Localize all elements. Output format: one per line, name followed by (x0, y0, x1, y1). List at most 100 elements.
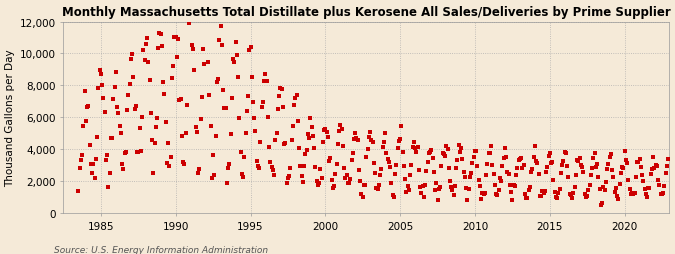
Point (639, 187, 650, 192)
Point (258, 101, 269, 105)
Point (283, 176, 294, 180)
Point (291, 94, 302, 98)
Point (542, 166, 553, 170)
Point (433, 187, 444, 191)
Point (311, 180, 322, 184)
Point (485, 151, 495, 155)
Point (421, 170, 432, 174)
Point (364, 135, 375, 139)
Point (377, 145, 388, 149)
Point (380, 131, 391, 135)
Point (164, 165, 175, 169)
Point (180, 131, 191, 135)
Point (242, 94, 253, 98)
Point (340, 177, 351, 181)
Point (88, 162, 99, 166)
Point (491, 192, 502, 196)
Point (295, 164, 306, 168)
Point (89, 176, 100, 180)
Point (76, 158, 86, 162)
Point (454, 151, 465, 155)
Point (482, 162, 493, 166)
Point (528, 155, 539, 159)
Point (589, 151, 600, 155)
Point (90, 158, 101, 162)
Point (659, 184, 670, 188)
Point (370, 171, 381, 175)
Point (285, 167, 296, 171)
Point (657, 192, 668, 196)
Point (405, 174, 416, 178)
Point (327, 186, 338, 190)
Point (432, 198, 443, 202)
Point (341, 173, 352, 177)
Point (373, 187, 383, 191)
Title: Monthly Massachusetts Total Distillate plus Kerosene All Sales/Deliveries by Pri: Monthly Massachusetts Total Distillate p… (62, 6, 671, 19)
Point (511, 173, 522, 178)
Point (467, 161, 478, 165)
Point (513, 159, 524, 163)
Point (457, 157, 468, 161)
Point (622, 162, 632, 166)
Point (429, 171, 439, 175)
Point (379, 140, 389, 144)
Point (531, 160, 541, 164)
Point (300, 152, 310, 156)
Point (123, 93, 134, 97)
Point (609, 190, 620, 194)
Point (289, 104, 300, 108)
Point (159, 92, 170, 96)
Point (438, 152, 449, 156)
Point (463, 187, 474, 191)
Point (481, 173, 491, 178)
Point (361, 155, 372, 159)
Point (612, 195, 622, 199)
Point (662, 164, 672, 168)
Point (624, 187, 635, 192)
Point (356, 193, 367, 197)
Point (98, 96, 109, 100)
Point (143, 60, 154, 64)
Point (355, 179, 366, 183)
Point (326, 178, 337, 182)
Point (321, 131, 332, 135)
Point (617, 166, 628, 170)
Point (271, 131, 282, 135)
Point (653, 178, 664, 182)
Point (651, 164, 662, 168)
Point (473, 178, 484, 182)
Point (560, 150, 570, 154)
Point (274, 95, 285, 99)
Point (167, 77, 178, 81)
Point (248, 101, 259, 105)
Point (221, 181, 232, 185)
Point (591, 165, 601, 169)
Point (102, 153, 113, 157)
Point (585, 183, 595, 187)
Point (493, 188, 504, 192)
Point (127, 53, 138, 57)
Point (435, 185, 446, 189)
Point (423, 152, 434, 156)
Point (169, 35, 180, 39)
Point (215, 25, 226, 29)
Point (104, 172, 115, 176)
Point (252, 164, 263, 168)
Point (569, 185, 580, 189)
Point (280, 141, 291, 146)
Point (501, 155, 512, 160)
Point (246, 75, 257, 80)
Point (310, 166, 321, 170)
Point (158, 81, 169, 85)
Point (487, 164, 497, 168)
Point (629, 191, 640, 195)
Point (348, 137, 359, 141)
Point (350, 131, 360, 135)
Point (507, 199, 518, 203)
Point (585, 174, 596, 178)
Point (242, 110, 252, 114)
Point (168, 64, 179, 68)
Point (229, 61, 240, 65)
Point (578, 170, 589, 174)
Point (188, 48, 198, 52)
